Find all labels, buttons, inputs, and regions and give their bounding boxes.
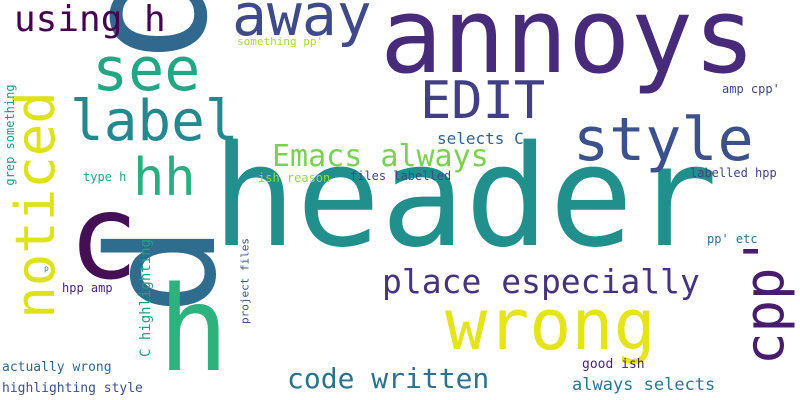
- word-always-selects: always selects: [572, 375, 716, 395]
- word-annoys: annoys: [380, 0, 756, 97]
- word-c: c: [68, 168, 140, 306]
- word-type-h: type h: [83, 170, 127, 184]
- word-ish-reason: ish reason: [258, 171, 331, 185]
- word-header: header: [212, 116, 718, 279]
- word-style: style: [573, 105, 754, 175]
- word-amp-cpp: amp cpp': [722, 82, 780, 96]
- word-actually-wrong: actually wrong: [2, 360, 112, 375]
- word-code-written: code written: [287, 362, 490, 395]
- word-see: see: [92, 35, 201, 105]
- word-noticed: noticed: [4, 91, 67, 319]
- word-edit: EDIT: [420, 71, 546, 131]
- word-hpp-amp: hpp amp: [62, 281, 113, 295]
- word-cpp: cpp': [733, 234, 796, 366]
- word-grep-something: grep something: [3, 84, 17, 186]
- word-good-ish: good ish: [582, 357, 645, 372]
- word-place-especially: place especially: [382, 262, 700, 301]
- word-h: h: [158, 260, 230, 398]
- word-using-h: using h: [14, 0, 166, 40]
- word-hh: hh: [133, 148, 196, 208]
- word-away: away: [232, 0, 372, 49]
- word-wrong: wrong: [445, 284, 656, 366]
- word-project-files: project files: [238, 237, 252, 325]
- word-something-pp: something pp': [237, 35, 324, 48]
- word-highlighting-style: highlighting style: [2, 381, 143, 396]
- word-c-highlighting: C highlighting: [138, 238, 154, 358]
- word-files-labelled: files labelled: [350, 169, 452, 183]
- word-labelled-hpp: labelled hpp: [690, 166, 777, 180]
- word-p-tiny: p: [44, 264, 49, 273]
- word-pp-etc: pp' etc: [707, 232, 758, 246]
- word-label: label: [70, 89, 239, 154]
- word-selects-c: selects C: [437, 129, 524, 148]
- word-emacs-always: Emacs always: [272, 139, 489, 174]
